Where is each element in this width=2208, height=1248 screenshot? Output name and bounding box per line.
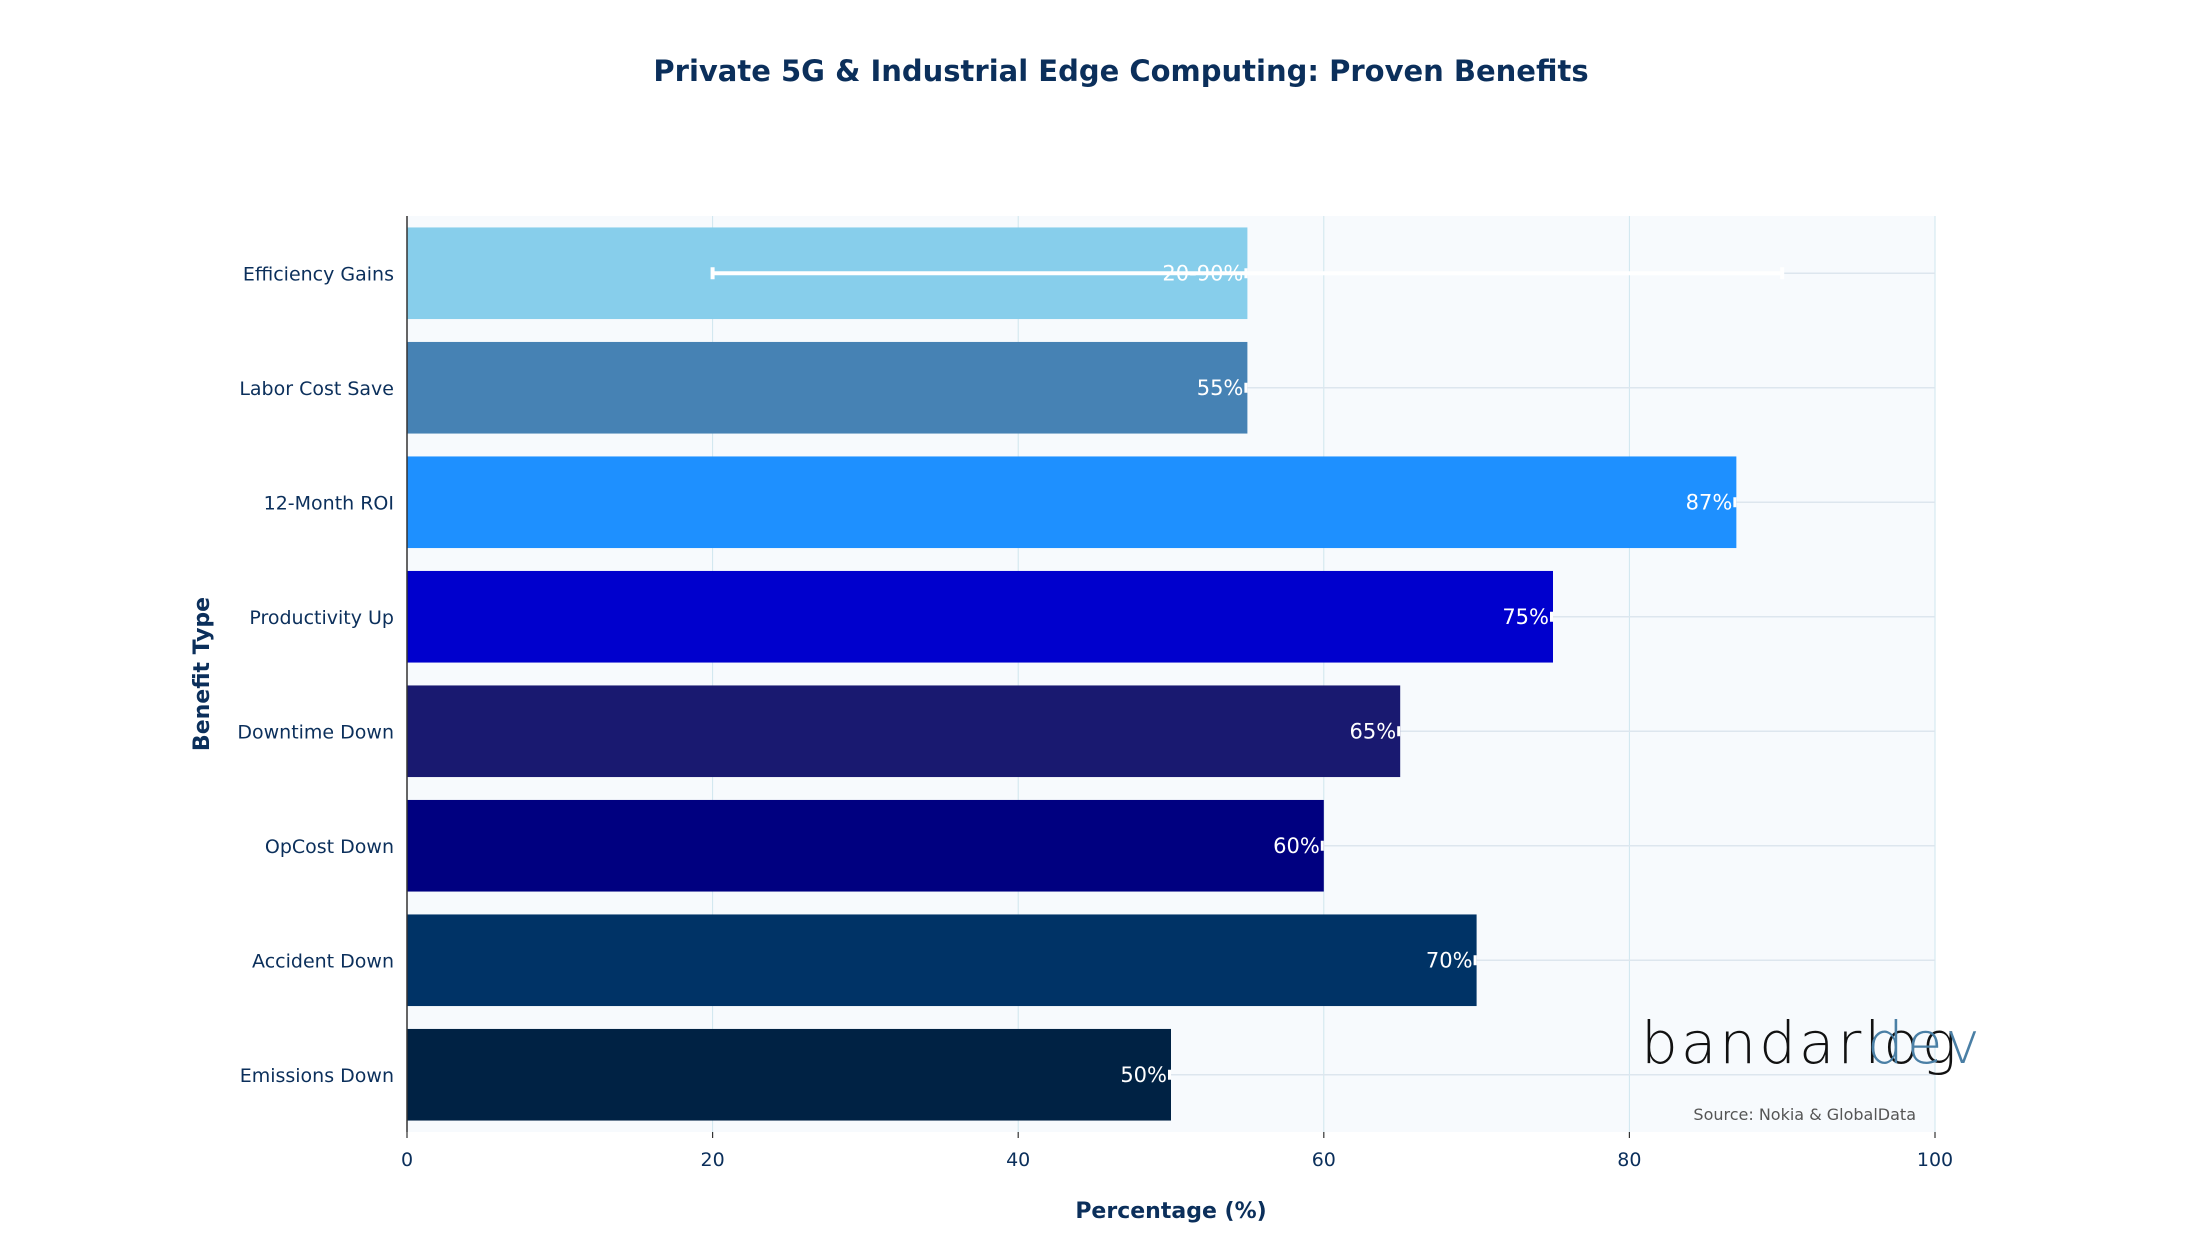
logo-text-accent: dev (1867, 1009, 1983, 1077)
bar (407, 456, 1737, 549)
bar (407, 685, 1401, 778)
category-label: Labor Cost Save (239, 378, 394, 400)
data-label: 55% (1197, 376, 1244, 400)
bar-end-marker (1320, 840, 1324, 851)
category-label: Downtime Down (237, 721, 394, 743)
bar (407, 799, 1324, 892)
x-tick-label: 0 (401, 1149, 413, 1171)
bars (407, 227, 1737, 1121)
category-label: OpCost Down (265, 836, 394, 858)
bar (407, 1028, 1171, 1121)
bar (407, 914, 1477, 1007)
data-label: 20-90% (1162, 261, 1243, 285)
x-tick-labels: 0 20 40 60 80 100 (401, 1132, 1953, 1171)
category-label: Accident Down (252, 950, 394, 972)
bar-end-marker (1168, 1069, 1171, 1080)
data-label: 50% (1120, 1063, 1167, 1087)
bar-end-marker (1550, 611, 1553, 622)
x-tick-label: 80 (1617, 1149, 1641, 1171)
x-tick-label: 20 (701, 1149, 725, 1171)
data-label: 65% (1350, 719, 1397, 743)
brand-logo: bandarlog dev (1641, 1009, 1983, 1077)
category-label: Productivity Up (249, 607, 394, 629)
x-tick-label: 100 (1917, 1149, 1953, 1171)
data-label: 60% (1273, 834, 1320, 858)
bar-end-marker (1733, 497, 1737, 508)
data-label: 70% (1426, 948, 1473, 972)
y-category-labels: Efficiency Gains Labor Cost Save 12-Month … (237, 263, 394, 1087)
x-tick-label: 60 (1312, 1149, 1336, 1171)
bar-end-marker (1397, 726, 1401, 737)
x-axis-title: Percentage (%) (1075, 1199, 1266, 1224)
bar (407, 570, 1553, 663)
bar (407, 341, 1248, 434)
x-tick-label: 40 (1006, 1149, 1030, 1171)
data-label: 75% (1502, 605, 1549, 629)
data-label: 87% (1686, 490, 1733, 514)
category-label: 12-Month ROI (264, 492, 394, 514)
bar-end-marker (1244, 382, 1248, 393)
data-labels: 20-90% 55% 87% 75% 65% 60% 70% 50% (1120, 261, 1732, 1087)
source-note: Source: Nokia & GlobalData (1693, 1105, 1916, 1124)
bar-end-marker (1473, 955, 1477, 966)
chart-title: Private 5G & Industrial Edge Computing: … (653, 54, 1588, 88)
logo-text-main: bandarlog (1641, 1009, 1960, 1077)
y-axis-title: Benefit Type (190, 597, 215, 751)
error-bars (710, 267, 1785, 1080)
category-label: Efficiency Gains (243, 263, 394, 285)
category-label: Emissions Down (240, 1065, 394, 1087)
